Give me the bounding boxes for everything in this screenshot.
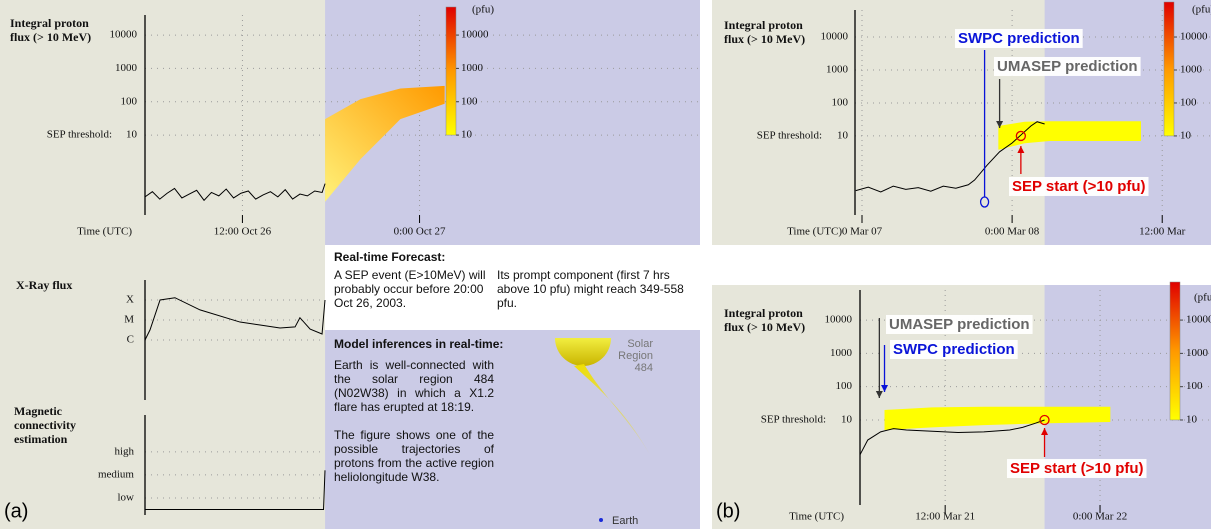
colorbar-tick-label: 1000: [461, 62, 484, 74]
y-tick-label: 1000: [115, 62, 138, 74]
region-label: Solar Region 484: [609, 338, 653, 374]
inferences-text: Earth is well-connected with the solar r…: [334, 358, 494, 414]
y-tick-label: C: [127, 334, 134, 346]
colorbar-tick-label: 1000: [1186, 347, 1209, 359]
colorbar-tick-label: 10000: [1180, 31, 1208, 43]
y-tick-label: M: [124, 314, 134, 326]
colorbar-tick-label: 10: [461, 129, 473, 141]
forecast-title: Real-time Forecast:: [334, 250, 445, 264]
colorbar-tick-label: 10000: [1186, 314, 1211, 326]
annotation: SEP start (>10 pfu): [1010, 460, 1144, 477]
colorbar-tick-label: 10: [1186, 414, 1198, 426]
x-axis-label: Time (UTC): [77, 226, 132, 238]
y-axis-label: X-Ray flux: [16, 278, 116, 292]
y-tick-label: 10: [126, 129, 138, 141]
y-tick-label: 10000: [821, 31, 849, 43]
annotation: SWPC prediction: [893, 341, 1015, 358]
colorbar: [1170, 282, 1180, 420]
forecast-text: A SEP event (E>10MeV) will probably occu…: [334, 268, 492, 310]
y-tick-label: high: [114, 445, 134, 457]
annotation: SWPC prediction: [958, 30, 1080, 47]
colorbar-label: (pfu): [1192, 4, 1211, 16]
y-tick-label: X: [126, 294, 134, 306]
x-tick-label: 0:00 Oct 27: [394, 226, 446, 238]
y-tick-label: 1000: [830, 347, 853, 359]
y-axis-label: Magnetic connectivity estimation: [14, 404, 98, 446]
inferences-text: The figure shows one of the possible tra…: [334, 428, 494, 484]
colorbar-tick-label: 100: [1186, 380, 1203, 392]
colorbar: [446, 7, 456, 135]
x-tick-label: 12:00 Mar: [1139, 226, 1185, 238]
earth: [599, 518, 603, 522]
colorbar-tick-label: 10: [1180, 129, 1192, 141]
y-tick-label: 10: [841, 414, 853, 426]
annotation: SEP start (>10 pfu): [1012, 178, 1146, 195]
colorbar-tick-label: 10000: [461, 29, 489, 41]
y-axis-label: Integral proton flux (> 10 MeV): [724, 18, 806, 46]
panel-label: (a): [4, 500, 28, 522]
earth-label: Earth: [612, 514, 638, 528]
y-tick-label: low: [118, 491, 135, 503]
y-tick-label: 100: [121, 95, 138, 107]
colorbar-tick-label: 1000: [1180, 64, 1203, 76]
x-axis-label: Time (UTC): [787, 226, 842, 238]
colorbar: [1164, 2, 1174, 136]
y-tick-label: medium: [98, 468, 134, 480]
x-tick-label: 0 Mar 07: [842, 226, 883, 238]
threshold-label: SEP threshold:: [761, 414, 826, 426]
annotation: UMASEP prediction: [997, 58, 1138, 75]
colorbar-label: (pfu): [1194, 292, 1211, 304]
y-axis-label: Integral proton flux (> 10 MeV): [724, 306, 806, 334]
annotation: UMASEP prediction: [889, 316, 1030, 333]
y-tick-label: 10: [837, 129, 849, 141]
y-axis-label: Integral proton flux (> 10 MeV): [10, 16, 92, 44]
threshold-label: SEP threshold:: [47, 129, 112, 141]
inferences-title: Model inferences in real-time:: [334, 337, 503, 351]
y-tick-label: 1000: [826, 64, 849, 76]
y-tick-label: 100: [836, 380, 853, 392]
x-axis-label: Time (UTC): [789, 511, 844, 523]
panel-label: (b): [716, 500, 740, 522]
x-tick-label: 0:00 Mar 08: [985, 226, 1040, 238]
colorbar-tick-label: 100: [1180, 96, 1197, 108]
forecast-text: Its prompt component (first 7 hrs above …: [497, 268, 703, 310]
colorbar-label: (pfu): [472, 4, 494, 16]
threshold-label: SEP threshold:: [757, 129, 822, 141]
figure: (a) (b) 10 100 1000 10000 SEP threshold: 12:0…: [0, 0, 1211, 529]
y-tick-label: 10000: [110, 29, 138, 41]
page: {"panel_labels": ["(a)", "(b)"], "foreca…: [0, 0, 1211, 529]
y-tick-label: 10000: [825, 314, 853, 326]
x-tick-label: 12:00 Oct 26: [214, 226, 272, 238]
colorbar-tick-label: 100: [461, 95, 478, 107]
y-tick-label: 100: [832, 96, 849, 108]
